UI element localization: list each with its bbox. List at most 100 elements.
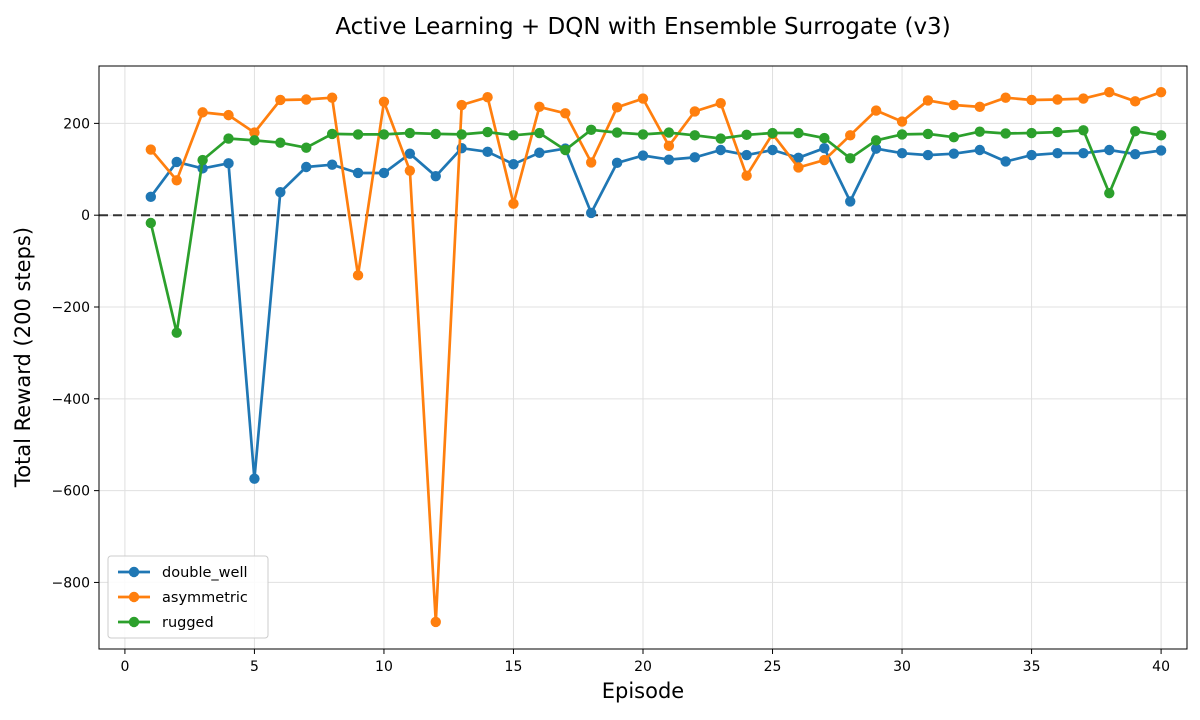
y-tick-label: −600 (52, 484, 90, 500)
legend-label: double_well (162, 565, 248, 581)
data-point-rugged (508, 130, 519, 141)
data-point-asymmetric (1052, 94, 1063, 105)
data-point-rugged (1129, 125, 1141, 137)
legend-item-double_well: double_well (118, 565, 248, 581)
data-point-asymmetric (845, 130, 856, 141)
legend-item-asymmetric: asymmetric (118, 590, 248, 606)
data-point-double_well (715, 144, 726, 156)
data-point-double_well (249, 473, 260, 484)
series-rugged (145, 124, 1167, 338)
data-point-double_well (663, 154, 675, 165)
series-group (145, 86, 1167, 628)
data-point-rugged (534, 127, 545, 139)
series-line-double_well (149, 146, 1163, 481)
data-point-asymmetric (456, 99, 467, 111)
data-point-double_well (378, 167, 390, 179)
data-point-rugged (430, 128, 441, 140)
data-point-asymmetric (404, 165, 416, 176)
y-tick-label: −400 (52, 392, 90, 408)
data-point-rugged (145, 217, 157, 229)
data-point-double_well (974, 144, 985, 156)
data-point-rugged (611, 127, 623, 138)
data-point-asymmetric (585, 157, 597, 168)
data-point-rugged (301, 142, 312, 153)
data-point-double_well (275, 187, 286, 198)
data-point-rugged (819, 132, 830, 144)
data-point-rugged (1104, 187, 1115, 199)
data-point-rugged (1026, 127, 1037, 139)
data-point-asymmetric (896, 116, 908, 127)
data-point-double_well (1000, 156, 1011, 167)
data-point-asymmetric (1000, 92, 1011, 103)
data-point-asymmetric (819, 154, 830, 166)
data-point-asymmetric (637, 93, 649, 104)
data-point-asymmetric (171, 175, 182, 186)
y-tick-label: 0 (81, 208, 90, 224)
x-tick-label: 40 (1152, 659, 1170, 675)
series-asymmetric (145, 86, 1167, 628)
data-point-double_well (819, 142, 830, 154)
y-tick-label: −200 (52, 300, 90, 316)
y-axis-title: Total Reward (200 steps) (11, 227, 35, 488)
legend-swatch-marker (128, 616, 140, 628)
data-point-asymmetric (378, 96, 390, 108)
data-point-rugged (1052, 126, 1063, 138)
data-point-asymmetric (663, 140, 675, 152)
data-point-double_well (896, 148, 908, 159)
data-point-asymmetric (326, 92, 338, 103)
legend-swatch-marker (128, 591, 140, 603)
data-point-rugged (715, 133, 726, 144)
data-point-double_well (793, 152, 804, 164)
data-point-double_well (870, 143, 882, 154)
data-point-double_well (585, 207, 597, 219)
data-point-rugged (249, 135, 260, 146)
data-point-rugged (845, 153, 856, 164)
data-point-rugged (689, 130, 701, 141)
data-point-double_well (352, 167, 364, 179)
data-point-asymmetric (974, 101, 985, 113)
data-point-double_well (741, 149, 752, 161)
data-point-asymmetric (793, 162, 804, 173)
data-point-double_well (1104, 144, 1115, 156)
data-point-asymmetric (1026, 94, 1037, 106)
data-point-double_well (845, 196, 856, 207)
data-point-double_well (534, 147, 545, 158)
y-tick-label: 200 (63, 116, 90, 132)
data-point-double_well (611, 157, 623, 169)
data-point-double_well (689, 152, 701, 163)
data-point-double_well (1129, 148, 1141, 160)
data-point-double_well (948, 148, 960, 159)
data-point-double_well (637, 150, 649, 161)
data-point-asymmetric (1129, 96, 1141, 107)
data-point-asymmetric (611, 102, 623, 113)
data-point-asymmetric (352, 270, 364, 281)
data-point-rugged (948, 131, 960, 143)
data-point-rugged (922, 128, 934, 140)
data-point-rugged (223, 133, 234, 144)
data-point-double_well (145, 191, 157, 203)
data-point-double_well (301, 161, 312, 173)
data-point-rugged (870, 135, 882, 146)
data-point-asymmetric (223, 109, 234, 121)
x-tick-label: 10 (375, 659, 393, 675)
data-point-rugged (560, 144, 571, 156)
series-double_well (145, 142, 1167, 484)
data-point-asymmetric (689, 106, 701, 117)
data-point-double_well (171, 156, 182, 168)
legend-swatch-marker (128, 566, 140, 578)
data-point-rugged (585, 124, 597, 136)
data-point-asymmetric (870, 105, 882, 116)
data-point-asymmetric (430, 616, 441, 628)
data-point-rugged (197, 154, 208, 166)
grid (99, 66, 1187, 649)
data-point-rugged (1000, 128, 1011, 139)
data-point-double_well (404, 148, 416, 159)
data-point-asymmetric (275, 94, 286, 106)
data-point-double_well (1026, 149, 1037, 161)
data-point-asymmetric (1078, 93, 1089, 104)
chart-title: Active Learning + DQN with Ensemble Surr… (335, 14, 950, 40)
data-point-asymmetric (741, 170, 752, 181)
x-tick-label: 25 (764, 659, 782, 675)
data-point-asymmetric (948, 99, 960, 111)
legend-item-rugged: rugged (118, 615, 214, 631)
